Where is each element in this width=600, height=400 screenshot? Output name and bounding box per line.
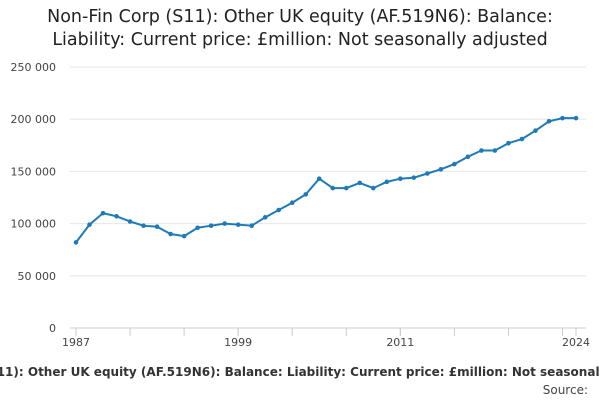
chart-title-line-1: Non-Fin Corp (S11): Other UK equity (AF.… (47, 7, 553, 27)
data-point (141, 223, 146, 228)
x-tick-label: 1999 (224, 336, 252, 349)
data-point (181, 233, 187, 239)
x-tick-label: 2024 (562, 336, 590, 349)
chart-title: Non-Fin Corp (S11): Other UK equity (AF.… (0, 6, 600, 52)
data-point (452, 161, 457, 167)
data-point (222, 221, 227, 226)
data-point (425, 171, 430, 176)
data-point (235, 222, 241, 227)
y-tick-label: 200 000 (11, 113, 57, 126)
data-point (519, 136, 525, 142)
data-point (100, 210, 106, 216)
data-point (303, 192, 309, 197)
legend: Non-Fin Corp (S11): Other UK equity (AF.… (0, 365, 600, 383)
y-tick-label: 150 000 (11, 165, 57, 178)
data-point (357, 180, 363, 186)
data-point (87, 222, 92, 227)
data-point (370, 185, 376, 191)
data-point (533, 128, 538, 133)
data-point (560, 115, 565, 121)
data-point (492, 148, 498, 153)
chart-title-line-2: Liability: Current price: £million: Not … (52, 30, 548, 50)
y-tick-label: 0 (49, 322, 56, 335)
data-point (573, 115, 579, 121)
data-point (330, 185, 336, 191)
data-point (262, 215, 268, 220)
data-point (168, 231, 173, 237)
source-label: Source: (542, 383, 588, 397)
data-point (465, 154, 471, 160)
legend-entry: Non-Fin Corp (S11): Other UK equity (AF.… (0, 365, 600, 379)
y-tick-label: 50 000 (18, 270, 57, 283)
data-point (479, 148, 484, 153)
data-point (343, 185, 349, 191)
data-point (506, 140, 511, 146)
data-point (411, 175, 417, 180)
data-point (154, 224, 160, 230)
y-tick-label: 250 000 (11, 61, 57, 74)
data-point (73, 240, 79, 245)
data-point (127, 219, 133, 224)
data-point (384, 179, 390, 185)
data-point (546, 118, 552, 124)
data-point (195, 225, 200, 231)
data-point (398, 176, 403, 182)
data-point (289, 200, 295, 206)
x-tick-label: 1987 (62, 336, 90, 349)
data-point (208, 223, 214, 228)
x-tick-label: 2011 (386, 336, 414, 349)
data-point (316, 176, 322, 182)
data-point (114, 213, 119, 219)
y-tick-label: 100 000 (11, 218, 57, 231)
data-point (249, 223, 254, 228)
data-point (276, 207, 282, 213)
data-point (438, 167, 444, 172)
